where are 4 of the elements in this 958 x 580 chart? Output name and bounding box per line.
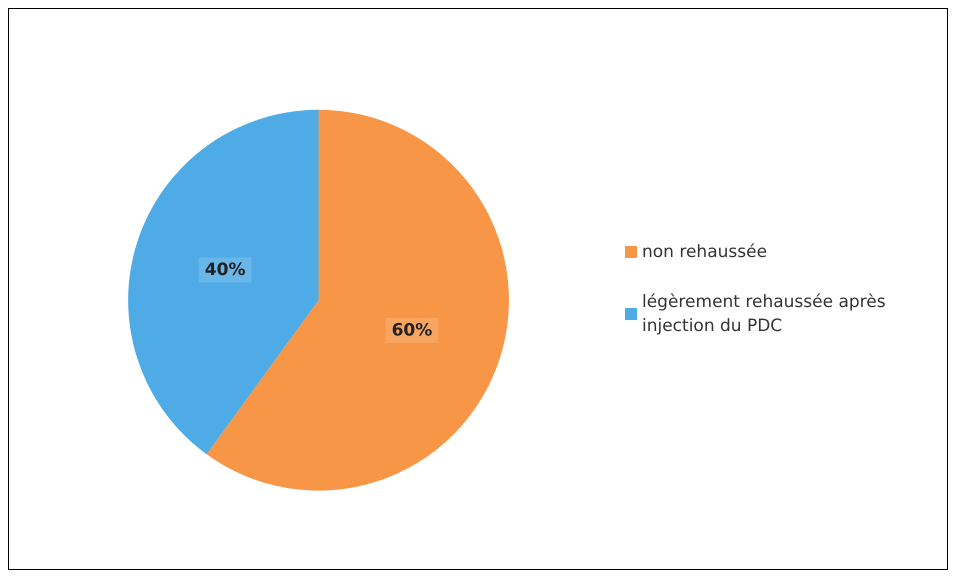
legend-label: légèrement rehaussée après injection du PDC xyxy=(642,292,891,336)
data-label: 60% xyxy=(392,320,432,341)
data-label: 40% xyxy=(204,260,246,280)
legend-label: non rehaussée xyxy=(642,242,768,262)
